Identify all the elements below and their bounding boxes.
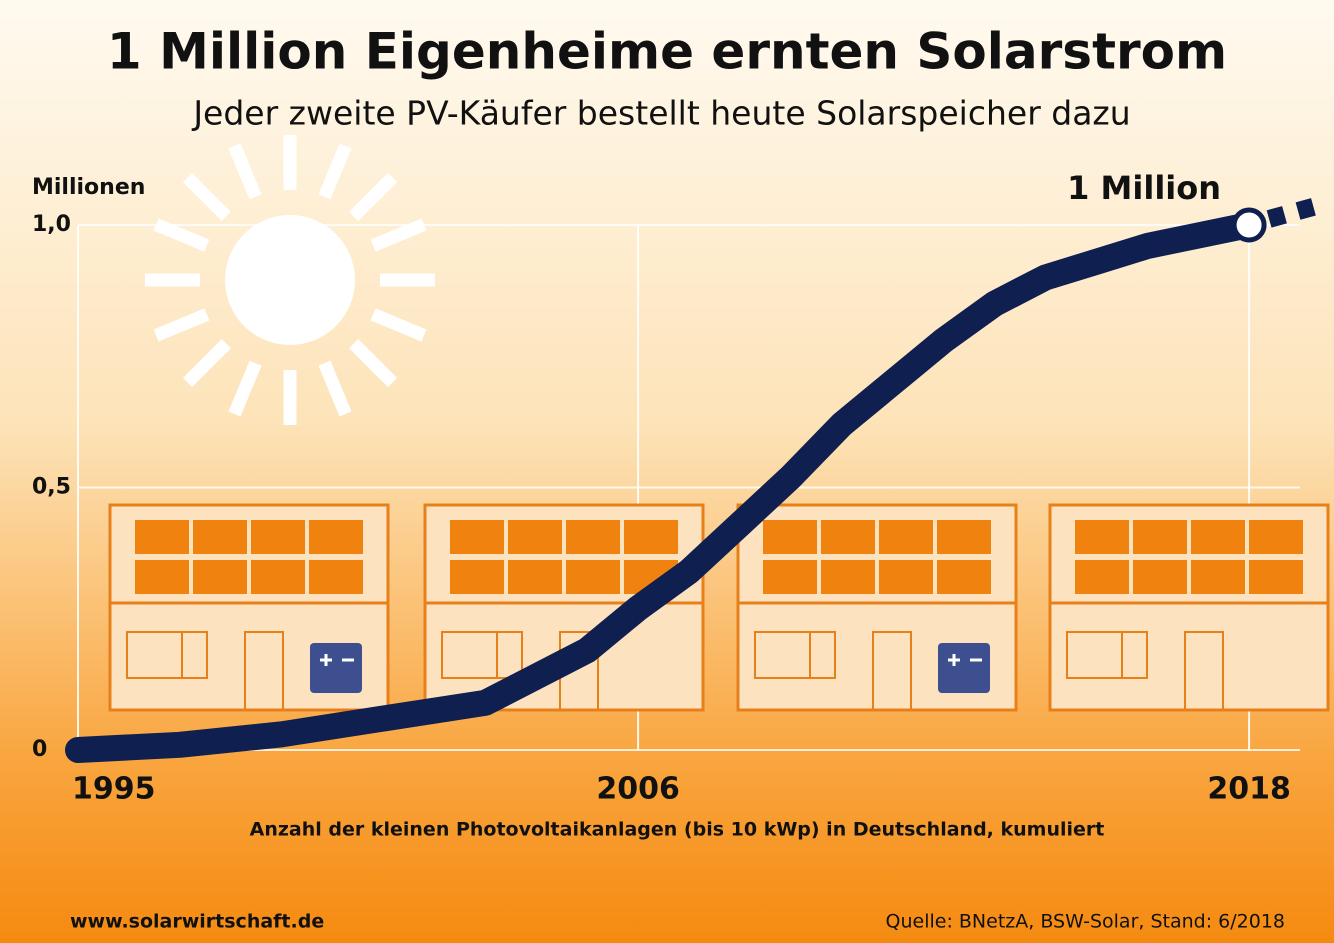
x-tick-label: 2006 xyxy=(596,772,680,807)
solar-panel xyxy=(1133,520,1187,554)
end-marker xyxy=(1234,210,1264,240)
solar-panel xyxy=(937,560,991,594)
y-axis-label: Millionen xyxy=(32,175,145,200)
battery xyxy=(938,643,990,693)
solar-panel xyxy=(193,520,247,554)
battery xyxy=(310,643,362,693)
solar-panel xyxy=(879,520,933,554)
solar-panel xyxy=(135,520,189,554)
solar-panel xyxy=(566,520,620,554)
y-tick-label: 0,5 xyxy=(32,475,71,500)
y-tick-label: 0 xyxy=(32,737,47,762)
y-tick-label: 1,0 xyxy=(32,212,71,237)
solar-panel xyxy=(450,560,504,594)
solar-panel xyxy=(1191,520,1245,554)
solar-panel xyxy=(879,560,933,594)
solar-panel xyxy=(251,560,305,594)
solar-panel xyxy=(508,520,562,554)
solar-panel xyxy=(624,520,678,554)
chart: 1 Million Eigenheime ernten Solarstrom J… xyxy=(0,0,1334,943)
solar-panel xyxy=(1191,560,1245,594)
solar-panel xyxy=(937,520,991,554)
solar-panel xyxy=(1133,560,1187,594)
solar-panel xyxy=(309,560,363,594)
solar-panel xyxy=(1075,560,1129,594)
decoration xyxy=(145,135,435,425)
solar-panel xyxy=(193,560,247,594)
solar-panel xyxy=(251,520,305,554)
solar-panel xyxy=(450,520,504,554)
solar-panel xyxy=(135,560,189,594)
solar-panel xyxy=(309,520,363,554)
sun xyxy=(225,215,355,345)
solar-panel xyxy=(1249,520,1303,554)
solar-panel xyxy=(1075,520,1129,554)
solar-panel xyxy=(763,560,817,594)
chart-subtitle: Jeder zweite PV-Käufer bestellt heute So… xyxy=(191,94,1130,133)
x-tick-label: 2018 xyxy=(1207,772,1291,807)
solar-panel xyxy=(1249,560,1303,594)
solar-panel xyxy=(566,560,620,594)
solar-panel xyxy=(508,560,562,594)
x-tick-label: 1995 xyxy=(72,772,156,807)
source: Quelle: BNetzA, BSW-Solar, Stand: 6/2018 xyxy=(886,911,1285,933)
website: www.solarwirtschaft.de xyxy=(70,911,324,933)
annotation: 1 Million xyxy=(1067,169,1221,207)
x-axis-label: Anzahl der kleinen Photovoltaikanlagen (… xyxy=(250,819,1105,841)
solar-panel xyxy=(821,560,875,594)
chart-title: 1 Million Eigenheime ernten Solarstrom xyxy=(107,23,1227,81)
solar-panel xyxy=(763,520,817,554)
solar-panel xyxy=(821,520,875,554)
